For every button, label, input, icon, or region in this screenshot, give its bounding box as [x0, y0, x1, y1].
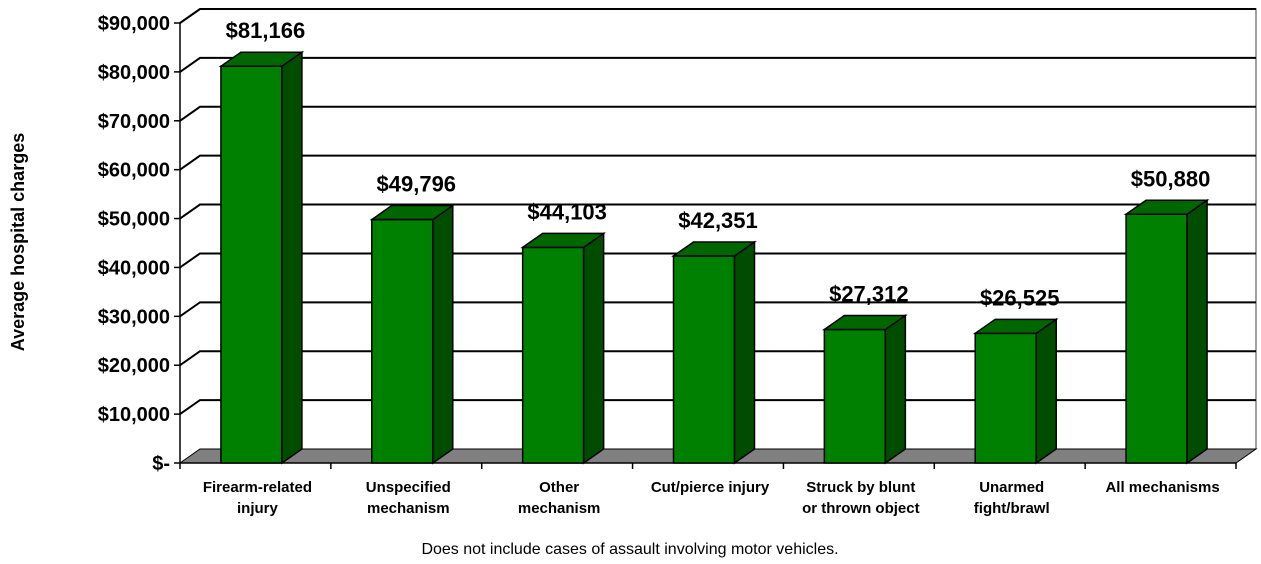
gridline [179, 8, 1256, 24]
x-category-labels: Firearm-related injury Unspecified mechanis… [203, 479, 1220, 517]
y-tick-label: $50,000 [98, 209, 170, 231]
bar-top [972, 318, 1059, 335]
bar-top [520, 232, 607, 249]
bar [520, 231, 607, 465]
y-tick-label: $90,000 [98, 13, 170, 35]
bar-top [821, 314, 908, 331]
data-label: $50,880 [1131, 166, 1211, 191]
data-label: $42,351 [678, 208, 758, 233]
data-label: $81,166 [226, 18, 306, 43]
category-line: or thrown object [802, 500, 920, 517]
x-category-label: Unspecified mechanism [366, 479, 451, 517]
x-category-label: Unarmed fight/brawl [974, 479, 1050, 517]
x-category-label: Cut/pierce injury [651, 479, 770, 496]
gridline [179, 56, 1256, 73]
bar [369, 204, 456, 465]
data-label: $44,103 [527, 199, 607, 224]
category-line: Firearm-related [203, 479, 312, 496]
data-labels: $81,166 $49,796 $44,103 $42,351 $27,312 $26,5… [226, 18, 1211, 310]
bar-front [371, 218, 434, 464]
category-line: All mechanisms [1105, 479, 1219, 496]
y-tick-labels: $- $10,000 $20,000 $30,000 $40,000 $50,000 $60… [98, 13, 170, 475]
y-tick-label: $20,000 [98, 355, 170, 377]
category-line: Struck by blunt [806, 479, 915, 496]
bar [671, 240, 757, 465]
category-line: fight/brawl [974, 500, 1050, 517]
gridline [179, 252, 1256, 269]
bar-side [582, 231, 605, 465]
y-axis-depth [179, 8, 201, 24]
bar [972, 317, 1059, 465]
bar-front [823, 328, 887, 464]
bar-side [432, 204, 454, 465]
bar [821, 314, 908, 465]
y-tick-label: $30,000 [98, 306, 170, 328]
bar [1123, 198, 1210, 465]
y-tick-label: $80,000 [98, 62, 170, 84]
bar-front [220, 65, 283, 464]
x-category-label: Struck by blunt or thrown object [802, 479, 920, 517]
bar-front [974, 332, 1037, 464]
bar-front [521, 246, 585, 464]
bar-top [369, 204, 456, 221]
y-tick-label: $10,000 [98, 404, 170, 426]
bar-top [218, 51, 305, 67]
category-line: injury [237, 500, 278, 517]
bar [218, 50, 305, 465]
bars [218, 50, 1210, 465]
bar-top [671, 241, 757, 257]
gridline [179, 301, 1256, 318]
category-line: Other [539, 479, 579, 496]
category-line: Cut/pierce injury [651, 479, 770, 496]
category-line: mechanism [367, 500, 450, 517]
bar-top [1123, 199, 1210, 216]
y-tick-label: $70,000 [98, 111, 170, 133]
y-axis-label: Average hospital charges [8, 133, 28, 351]
bar-side [1035, 317, 1057, 465]
y-tick-label: $- [152, 453, 170, 475]
data-label: $26,525 [980, 285, 1060, 310]
bar-side [1186, 198, 1208, 465]
category-line: mechanism [518, 500, 601, 517]
y-tick-label: $60,000 [98, 160, 170, 182]
bar-front [672, 255, 736, 464]
bar-side [884, 314, 907, 465]
x-category-label: Other mechanism [518, 479, 601, 517]
category-line: Unarmed [979, 479, 1044, 496]
y-tick-label: $40,000 [98, 257, 170, 279]
data-label: $27,312 [829, 281, 909, 306]
x-category-label: All mechanisms [1105, 479, 1219, 496]
bar-side [733, 240, 756, 465]
bar-front [1125, 213, 1188, 464]
category-line: Unspecified [366, 479, 451, 496]
bar-side [281, 50, 303, 465]
footnote: Does not include cases of assault involv… [421, 541, 838, 558]
gridline [179, 105, 1256, 122]
x-category-label: Firearm-related injury [203, 479, 312, 517]
data-label: $49,796 [377, 172, 457, 197]
gridlines [179, 8, 1256, 415]
gridline [179, 203, 1256, 220]
gridline [179, 154, 1256, 171]
